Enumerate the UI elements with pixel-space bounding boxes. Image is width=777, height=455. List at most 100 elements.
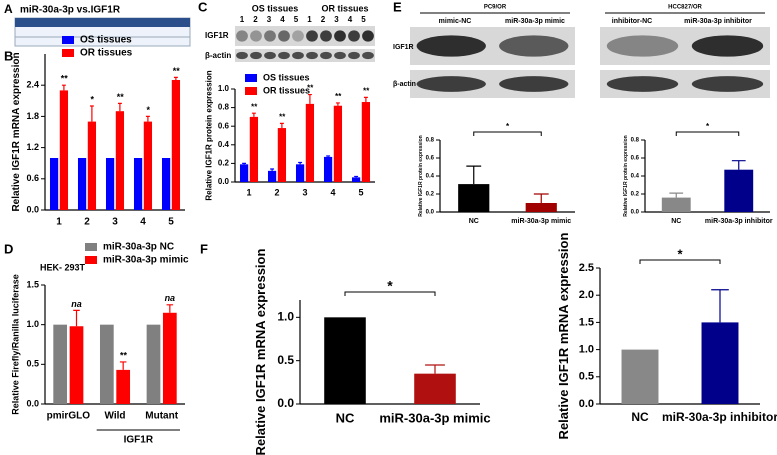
bar: [333, 105, 343, 182]
y-tick-label: 0.0: [631, 210, 640, 216]
bar: [49, 158, 59, 210]
blot-band: [278, 30, 290, 42]
error-bar: [731, 160, 746, 170]
lane-label: 3: [334, 15, 339, 24]
error-bar: [117, 102, 122, 112]
bar: [115, 111, 125, 210]
y-axis-label: Relative IGF1R protein expression: [623, 135, 629, 216]
panel-label: E: [393, 0, 402, 14]
bar: [133, 158, 143, 210]
x-tick-label: miR-30a-3p mimic: [511, 218, 571, 225]
y-tick-label: 1.8: [26, 111, 39, 121]
x-tick-label: 2: [84, 217, 90, 228]
error-bar: [173, 76, 178, 80]
significance: na: [165, 293, 176, 303]
bar: [323, 156, 333, 182]
legend-swatch: [245, 87, 257, 95]
bar: [351, 177, 361, 182]
lane-label: 4: [348, 15, 353, 24]
error-bar: [73, 309, 80, 327]
legend-label: miR-30a-3p NC: [103, 242, 174, 253]
y-tick-label: 1.0: [218, 84, 230, 93]
legend-swatch: [62, 36, 74, 44]
legend-label: OR tissues: [80, 48, 133, 59]
legend-swatch: [85, 256, 97, 264]
error-bar: [425, 364, 445, 374]
row-label: β-actin: [205, 51, 231, 60]
bracket: [675, 131, 740, 136]
x-tick-label: NC: [631, 410, 649, 424]
bar: [361, 102, 371, 182]
blot-band: [236, 30, 248, 42]
lane-label: miR-30a-3p inhibitor: [684, 18, 752, 25]
x-tick-label: miR-30a-3p inhibitor: [662, 410, 777, 424]
significance: *: [90, 94, 94, 104]
bar: [171, 80, 181, 210]
y-tick-label: 0.2: [426, 192, 435, 198]
x-tick-label: 4: [140, 217, 146, 228]
y-tick-label: 2.5: [579, 262, 594, 274]
row-label: β-actin: [393, 81, 416, 88]
chart-title: HEK- 293T: [40, 262, 86, 272]
blot-band: [691, 35, 764, 57]
y-tick-label: 0.0: [277, 396, 294, 410]
panel-label: C: [198, 0, 208, 14]
bracket-label: *: [506, 122, 510, 131]
bar: [661, 197, 691, 212]
error-bar: [270, 168, 275, 171]
x-tick-label: 3: [302, 187, 307, 197]
lane-label: 2: [253, 15, 258, 24]
y-tick-label: 1.5: [26, 279, 39, 289]
blot-band: [499, 76, 569, 92]
legend-label: OS tissues: [263, 72, 310, 82]
y-tick-label: 0.5: [26, 359, 39, 369]
bracket: [473, 131, 542, 136]
bar: [239, 164, 249, 182]
lane-label: 2: [321, 15, 326, 24]
blot-band: [606, 35, 679, 57]
y-tick-label: 0.0: [218, 177, 230, 186]
y-tick-label: 1.0: [277, 310, 294, 324]
y-tick-label: 1.0: [579, 344, 594, 356]
blot-group: PC9/OR: [484, 5, 507, 11]
x-tick-label: Mutant: [145, 411, 178, 422]
blot-band: [416, 76, 486, 92]
y-tick-label: 1.2: [26, 142, 39, 152]
blot-band: [348, 51, 360, 60]
significance: *: [146, 105, 150, 115]
blot-band: [606, 76, 679, 92]
blot-group: OS tissues: [252, 3, 299, 13]
blot-band: [348, 30, 360, 42]
y-tick-label: 0.2: [218, 159, 230, 168]
blot-band: [306, 30, 318, 42]
y-tick-label: 0.6: [631, 156, 640, 162]
significance: **: [172, 66, 180, 76]
blot-band: [499, 35, 569, 57]
significance: **: [307, 84, 314, 93]
blot-band: [334, 51, 346, 60]
bar: [277, 128, 287, 182]
y-tick-label: 0.4: [426, 174, 435, 180]
x-tick-label: pmirGLO: [47, 411, 91, 422]
blot-band: [250, 30, 262, 42]
y-tick-label: 0.0: [26, 398, 39, 408]
error-bar: [363, 96, 368, 103]
panel-title: miR-30a-3p vs.IGF1R: [20, 5, 121, 16]
significance: **: [335, 92, 342, 101]
lane-label: 1: [307, 15, 312, 24]
blot-band: [250, 51, 262, 60]
bar: [324, 317, 366, 404]
target-table: [14, 17, 191, 47]
bar: [143, 121, 153, 210]
significance: **: [251, 102, 258, 111]
y-tick-label: 0.4: [631, 174, 640, 180]
blot-group: OR tissues: [321, 3, 368, 13]
y-tick-label: 0.6: [26, 173, 39, 183]
error-bar: [298, 161, 303, 165]
y-axis-label: Relative IGF1R mRNA expression: [556, 233, 571, 440]
error-bar: [466, 165, 482, 185]
y-axis-label: Relative IGF1R mRNA expression: [253, 249, 268, 455]
error-bar: [251, 112, 256, 117]
blot-band: [691, 76, 764, 92]
error-bar: [307, 93, 312, 104]
